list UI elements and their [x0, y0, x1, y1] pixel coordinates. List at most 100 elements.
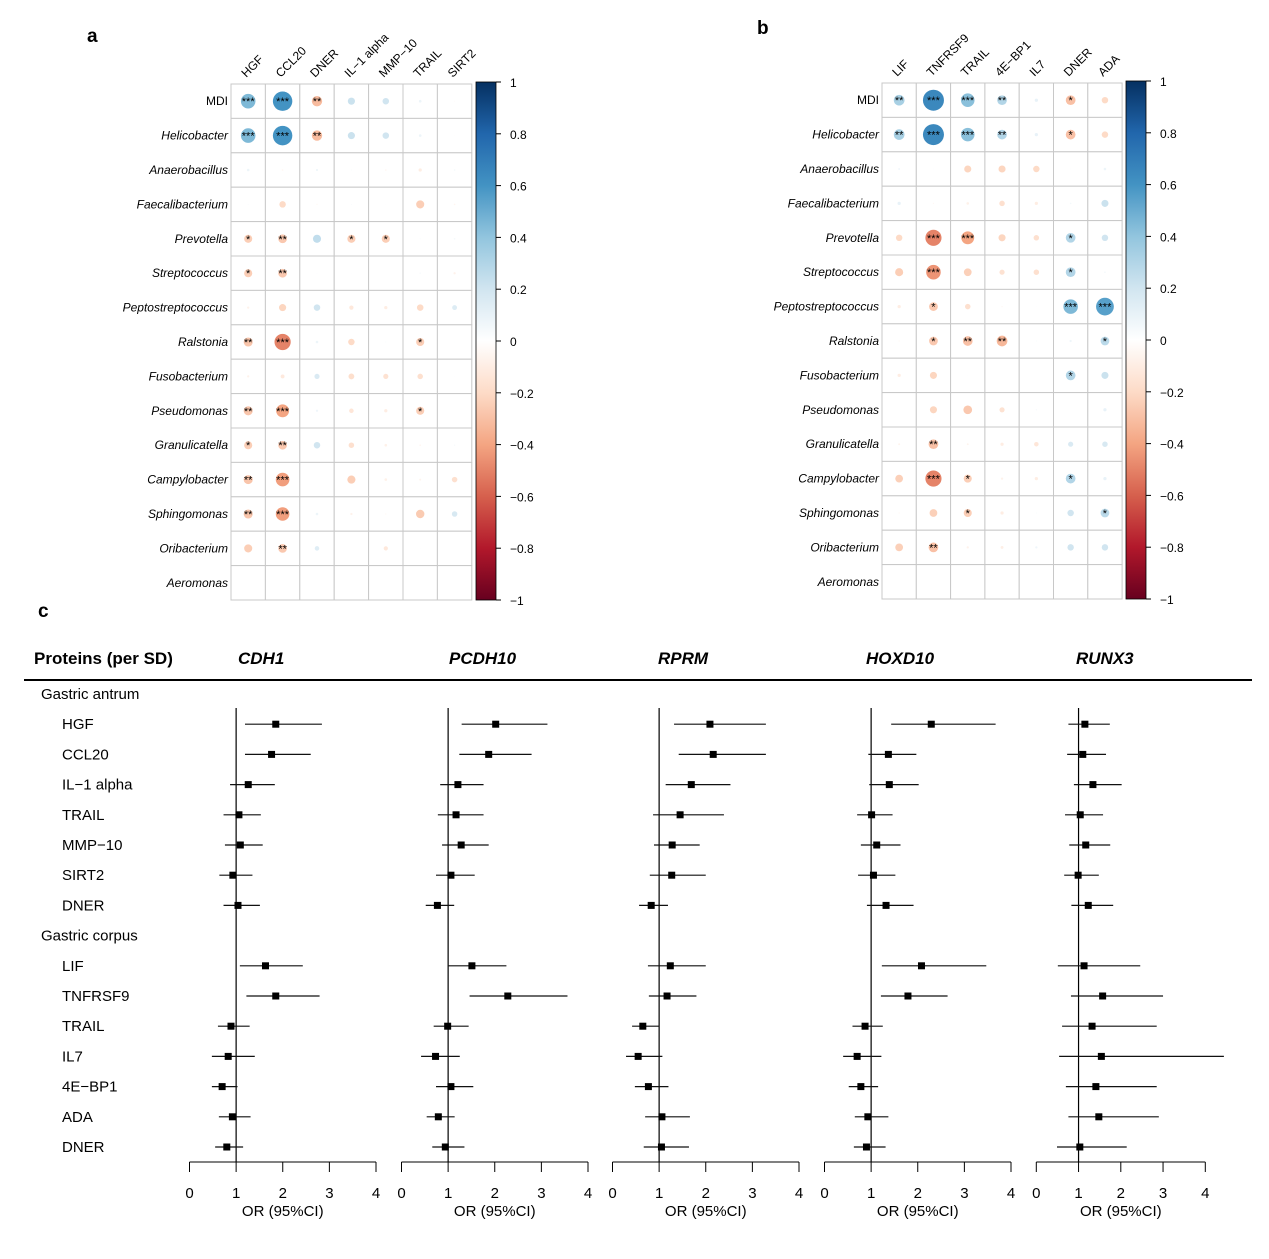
correlation-circle — [922, 89, 944, 111]
gene-title: PCDH10 — [449, 649, 517, 668]
correlation-circle — [453, 272, 456, 275]
correlation-circle — [347, 97, 355, 105]
significance-label: ** — [998, 130, 1007, 142]
odds-ratio-point — [1084, 901, 1092, 909]
significance-label: ** — [998, 95, 1007, 107]
correlation-circle — [1067, 544, 1074, 551]
significance-label: * — [246, 234, 251, 246]
significance-label: * — [931, 336, 936, 348]
odds-ratio-point — [452, 811, 460, 819]
heatmap-cell — [881, 357, 917, 394]
x-tick-label: 0 — [1032, 1185, 1040, 1202]
x-tick-label: 2 — [279, 1185, 287, 1202]
heatmap-cell — [436, 565, 473, 601]
row-label: Peptostreptococcus — [774, 300, 879, 314]
correlation-circle — [963, 405, 973, 415]
correlation-circle — [997, 95, 1007, 106]
correlation-circle — [929, 509, 938, 517]
x-tick-label: 2 — [1117, 1185, 1125, 1202]
correlation-circle — [419, 238, 421, 240]
protein-label: TNFRSF9 — [62, 988, 130, 1005]
significance-label: ** — [895, 130, 904, 142]
odds-ratio-point — [227, 1022, 235, 1030]
significance-label: * — [384, 234, 389, 246]
row-label: Sphingomonas — [799, 506, 879, 520]
row-label: Campylobacter — [147, 473, 229, 487]
correlation-circle — [272, 91, 293, 111]
odds-ratio-point — [862, 1143, 870, 1151]
odds-ratio-point — [228, 1113, 236, 1121]
x-tick-label: 2 — [491, 1185, 499, 1202]
odds-ratio-point — [268, 750, 276, 758]
correlation-circle — [1034, 441, 1039, 447]
heatmap-cell — [299, 565, 335, 601]
correlation-circle — [1065, 267, 1076, 278]
row-label: Anaerobacillus — [799, 162, 879, 176]
correlation-circle — [1001, 305, 1003, 308]
correlation-circle — [960, 93, 975, 107]
odds-ratio-point — [666, 962, 674, 970]
heatmap-cell — [264, 565, 301, 601]
correlation-circle — [1101, 234, 1109, 242]
x-tick-label: 3 — [960, 1185, 968, 1202]
correlation-circle — [961, 231, 975, 245]
odds-ratio-point — [272, 992, 280, 1000]
x-tick-label: 4 — [1007, 1185, 1015, 1202]
x-axis-label: OR (95%CI) — [454, 1203, 536, 1220]
correlation-heatmap-b: ** *** *** ** *** *** *** ** **** *** **** ** *** ***… — [774, 31, 1184, 607]
correlation-circle — [385, 204, 387, 205]
colorbar-tick-label: 0 — [1160, 334, 1167, 348]
correlation-circle — [1065, 232, 1076, 243]
odds-ratio-point — [447, 871, 455, 879]
correlation-circle — [898, 512, 900, 514]
colorbar-tick-label: 1 — [510, 76, 517, 90]
x-tick-label: 0 — [185, 1185, 193, 1202]
correlation-circle — [898, 443, 901, 446]
odds-ratio-point — [647, 901, 655, 909]
odds-ratio-point — [1088, 1022, 1096, 1030]
group-label: Gastric antrum — [41, 686, 139, 703]
x-tick-label: 3 — [748, 1185, 756, 1202]
significance-label: ** — [278, 234, 287, 246]
significance-label: ** — [244, 406, 253, 418]
correlation-circle — [897, 373, 901, 378]
correlation-circle — [453, 237, 456, 240]
odds-ratio-point — [1074, 871, 1082, 879]
colorbar-tick-label: 0.6 — [1160, 179, 1177, 193]
correlation-circle — [925, 470, 942, 487]
colorbar-tick-label: 0 — [510, 335, 517, 349]
correlation-circle — [349, 305, 354, 310]
correlation-circle — [1065, 370, 1076, 381]
correlation-circle — [275, 472, 290, 487]
correlation-circle — [1101, 199, 1109, 207]
significance-label: ** — [244, 337, 253, 349]
odds-ratio-point — [706, 720, 714, 728]
correlation-circle — [417, 373, 423, 380]
correlation-circle — [240, 128, 256, 143]
odds-ratio-point — [864, 1113, 872, 1121]
correlation-circle — [316, 272, 318, 274]
correlation-circle — [452, 305, 458, 311]
group-label: Gastric corpus — [41, 928, 138, 945]
heatmap-cell — [436, 530, 473, 567]
column-label: 4E−BP1 — [992, 38, 1034, 80]
correlation-circle — [278, 440, 287, 450]
significance-label: *** — [276, 337, 290, 349]
odds-ratio-point — [904, 992, 912, 1000]
correlation-circle — [383, 373, 389, 379]
correlation-circle — [311, 130, 323, 141]
odds-ratio-point — [644, 1083, 652, 1091]
odds-ratio-point — [1095, 1113, 1103, 1121]
odds-ratio-point — [447, 1083, 455, 1091]
significance-label: *** — [927, 95, 941, 107]
colorbar-tick-label: 0.8 — [510, 128, 527, 142]
odds-ratio-point — [261, 962, 269, 970]
heatmap-cell — [230, 565, 266, 601]
correlation-circle — [350, 512, 353, 516]
odds-ratio-point — [927, 720, 935, 728]
significance-label: * — [1103, 336, 1108, 348]
colorbar-tick-label: −1 — [1160, 593, 1174, 607]
correlation-circle — [1034, 132, 1038, 137]
row-label: Pseudomonas — [151, 404, 228, 418]
